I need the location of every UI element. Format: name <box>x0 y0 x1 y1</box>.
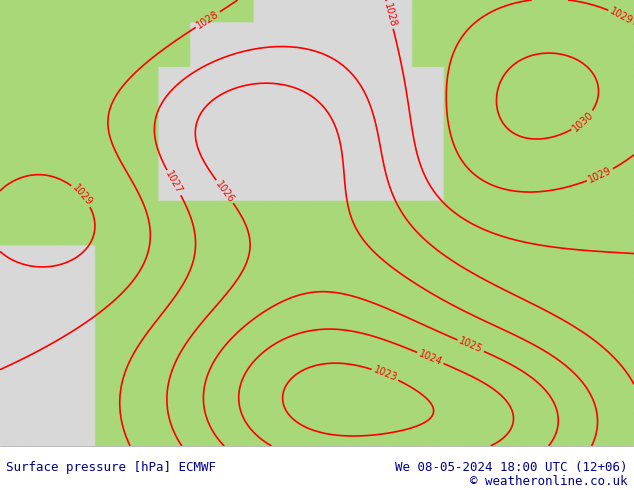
Text: 1029: 1029 <box>70 183 94 208</box>
Text: We 08-05-2024 18:00 UTC (12+06): We 08-05-2024 18:00 UTC (12+06) <box>395 462 628 474</box>
Text: 1026: 1026 <box>214 179 236 204</box>
Text: Surface pressure [hPa] ECMWF: Surface pressure [hPa] ECMWF <box>6 462 216 474</box>
Text: 1029: 1029 <box>587 166 613 185</box>
Text: 1027: 1027 <box>164 170 184 196</box>
Text: 1028: 1028 <box>382 2 398 28</box>
Text: 1025: 1025 <box>457 336 484 355</box>
Text: 1029: 1029 <box>608 6 634 26</box>
Text: 1028: 1028 <box>195 9 221 30</box>
Text: 1024: 1024 <box>417 348 444 368</box>
Text: 1030: 1030 <box>571 109 595 133</box>
Text: 1023: 1023 <box>372 365 398 384</box>
Text: © weatheronline.co.uk: © weatheronline.co.uk <box>470 475 628 488</box>
